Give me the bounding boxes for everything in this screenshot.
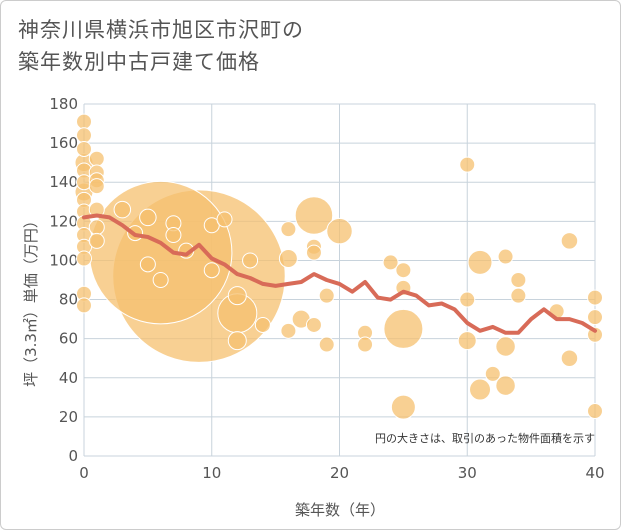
y-tick-label: 0 [68, 447, 78, 465]
bubble-point [76, 140, 92, 157]
bubble-point [510, 287, 527, 304]
x-tick-label: 40 [585, 464, 604, 482]
chart-title: 神奈川県横浜市旭区市沢町の 築年数別中古戸建て価格 [18, 14, 304, 78]
bubble-point [357, 336, 374, 353]
y-axis-ticks: 0 20 40 60 80 100 120 140 160 180 [49, 95, 78, 465]
bubble-point [88, 219, 105, 236]
x-tick-label: 30 [458, 464, 477, 482]
y-tick-label: 120 [49, 212, 78, 230]
bubble-point [88, 180, 233, 325]
chart-title-line2: 築年数別中古戸建て価格 [18, 50, 260, 74]
bubble-point [88, 150, 105, 167]
bubble-point [242, 252, 259, 269]
bubble-point [76, 250, 92, 267]
y-tick-label: 40 [59, 369, 78, 387]
bubble-point [495, 336, 516, 357]
bubble-point [216, 211, 233, 228]
bubble-point [305, 244, 322, 261]
trend-line [82, 213, 597, 335]
bubble-point [88, 232, 105, 249]
x-tick-label: 20 [330, 464, 349, 482]
bubble-point [495, 375, 516, 396]
y-tick-label: 160 [49, 134, 78, 152]
x-axis-ticks: 0 10 20 30 40 [79, 464, 604, 482]
y-tick-label: 60 [59, 330, 78, 348]
y-tick-label: 180 [49, 95, 78, 113]
bubble-point [305, 316, 322, 333]
bubble-point [560, 232, 579, 250]
bubble-point [469, 378, 492, 401]
bubble-point [383, 308, 424, 349]
bubble-point [165, 227, 182, 244]
bubble-point [227, 286, 247, 306]
x-tick-label: 10 [202, 464, 221, 482]
bubble-point [457, 331, 477, 351]
bubble-point [76, 297, 92, 314]
bubble-point [326, 217, 353, 245]
bubble-point [587, 309, 603, 326]
chart-title-line1: 神奈川県横浜市旭区市沢町の [18, 18, 304, 42]
bubble-point [278, 248, 298, 268]
bubble-point [254, 316, 271, 333]
bubble-series [74, 113, 603, 420]
bubble-point [484, 365, 501, 382]
bubble-point [390, 394, 416, 420]
bubble-point [587, 326, 603, 343]
bubble-point [560, 349, 579, 367]
bubble-point [382, 254, 399, 271]
bubble-point [139, 256, 156, 273]
bubble-point [280, 221, 297, 238]
bubble-point [113, 200, 132, 219]
size-note: 円の大きさは、取引のあった物件面積を示す [375, 431, 595, 445]
bubble-point [467, 249, 493, 275]
bubble-point [152, 272, 169, 288]
bubble-point [139, 208, 157, 227]
bubble-point [227, 331, 247, 351]
x-tick-label: 0 [79, 464, 89, 482]
bubble-point [497, 248, 514, 265]
x-axis-title: 築年数（年） [295, 501, 385, 519]
y-tick-label: 80 [59, 291, 78, 309]
y-axis-title: 坪（3.3㎡）単価（万円） [22, 213, 40, 387]
bubble-point [395, 262, 412, 279]
trend-series [82, 213, 597, 335]
y-tick-label: 140 [49, 173, 78, 191]
bubble-point [203, 262, 220, 279]
bubble-point [318, 287, 335, 304]
bubble-point [294, 196, 334, 235]
bubble-point [76, 127, 92, 144]
bubble-point [459, 156, 476, 173]
bubble-point [587, 403, 603, 420]
bubble-point [459, 291, 476, 308]
bubble-point [88, 178, 105, 195]
bubble-point [280, 322, 297, 339]
y-tick-label: 20 [59, 408, 78, 426]
bubble-point [587, 289, 603, 306]
y-tick-label: 100 [49, 251, 78, 269]
bubble-point [318, 336, 335, 353]
bubble-point [76, 113, 92, 130]
bubble-point [510, 272, 527, 288]
